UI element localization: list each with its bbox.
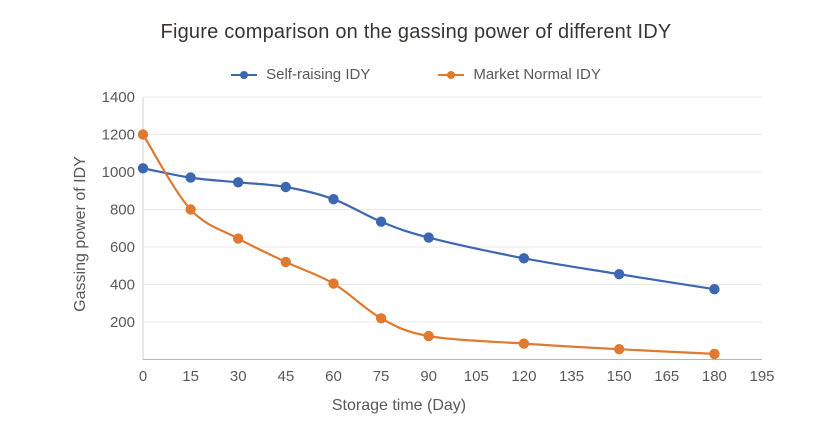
x-tick-label: 195 [749,368,774,385]
x-tick-label: 60 [325,368,342,385]
data-point-marker-market-normal-idy [614,344,625,355]
legend-dot-icon [447,70,456,79]
series-line-market-normal-idy [141,133,716,355]
data-point-marker-market-normal-idy [423,330,434,342]
x-tick-label: 135 [559,368,584,385]
legend-item-self-raising-idy: Self-raising IDY [231,66,370,83]
y-tick-label: 800 [110,202,135,219]
x-tick-label: 15 [182,368,199,385]
x-tick-label: 120 [511,368,536,385]
data-point-marker-self-raising-idy [280,181,291,193]
data-point-marker-market-normal-idy [137,129,149,140]
legend: Self-raising IDY Market Normal IDY [0,66,832,83]
data-point-marker-market-normal-idy [185,204,196,215]
data-point-marker-self-raising-idy [328,194,339,205]
x-tick-label: 90 [420,368,437,385]
legend-item-label: Market Normal IDY [473,66,601,83]
x-axis-title: Storage time (Day) [331,397,467,414]
series-line-self-raising-idy [141,167,716,291]
line-dot-marker-icon [438,70,465,79]
x-tick-label: 150 [607,368,632,385]
y-tick-label: 1400 [102,89,135,106]
x-tick-label: 180 [702,368,727,385]
data-point-marker-self-raising-idy [614,269,625,280]
x-tick-label: 45 [278,368,295,385]
y-tick-label: 1200 [102,127,135,144]
data-point-marker-self-raising-idy [518,253,530,264]
x-tick-label: 75 [373,368,390,385]
data-point-marker-self-raising-idy [185,172,196,183]
y-tick-label: 400 [110,277,135,294]
legend-item-market-normal-idy: Market Normal IDY [438,66,601,83]
data-point-marker-market-normal-idy [280,256,291,268]
line-dot-marker-icon [231,70,258,79]
y-tick-label: 200 [110,314,135,331]
data-point-marker-market-normal-idy [233,233,244,244]
data-point-marker-market-normal-idy [518,338,530,349]
legend-dot-icon [240,70,249,79]
x-tick-label: 0 [139,368,147,385]
y-tick-label: 600 [110,239,135,256]
data-point-marker-self-raising-idy [137,163,149,174]
chart-title: Figure comparison on the gassing power o… [160,21,672,43]
x-tick-label: 165 [654,368,679,385]
data-point-marker-market-normal-idy [375,313,387,324]
data-point-marker-market-normal-idy [328,278,339,289]
y-axis-title: Gassing power of IDY [72,156,89,312]
x-tick-label: 105 [464,368,489,385]
data-point-marker-self-raising-idy [375,216,387,227]
data-point-marker-self-raising-idy [423,232,434,243]
y-tick-label: 1000 [102,164,135,181]
data-point-marker-self-raising-idy [233,177,244,188]
legend-item-label: Self-raising IDY [266,66,371,83]
data-point-marker-self-raising-idy [709,284,720,295]
data-point-marker-market-normal-idy [709,348,720,360]
x-tick-label: 30 [230,368,247,385]
